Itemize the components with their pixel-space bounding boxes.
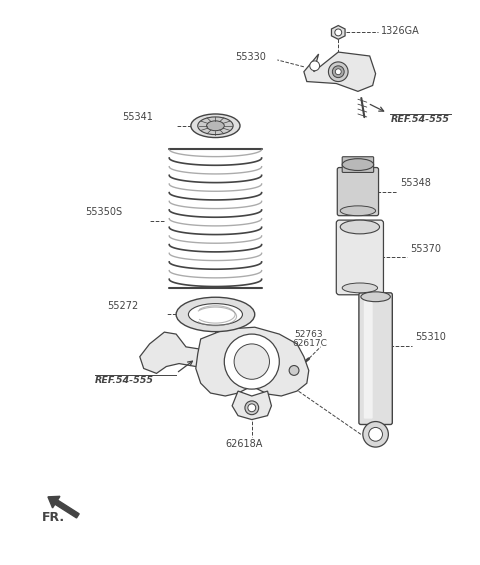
Polygon shape — [196, 327, 309, 396]
Text: 55370: 55370 — [410, 244, 441, 254]
Circle shape — [310, 61, 320, 71]
Text: 55341: 55341 — [122, 112, 153, 122]
Ellipse shape — [191, 114, 240, 137]
Text: 55350S: 55350S — [85, 207, 122, 217]
Circle shape — [245, 401, 259, 415]
Circle shape — [224, 334, 279, 389]
FancyArrow shape — [48, 496, 79, 518]
Text: 55272: 55272 — [108, 301, 139, 311]
FancyBboxPatch shape — [359, 293, 392, 424]
FancyArrowPatch shape — [361, 98, 364, 117]
Ellipse shape — [176, 297, 255, 332]
Circle shape — [332, 66, 344, 77]
Circle shape — [369, 428, 383, 441]
Circle shape — [363, 421, 388, 447]
Text: 62617C: 62617C — [292, 339, 327, 348]
Ellipse shape — [198, 117, 233, 134]
Circle shape — [328, 62, 348, 81]
Ellipse shape — [342, 159, 373, 171]
Ellipse shape — [361, 292, 390, 302]
Text: 62618A: 62618A — [225, 439, 263, 449]
Ellipse shape — [340, 220, 380, 234]
Circle shape — [336, 69, 341, 75]
Circle shape — [335, 29, 342, 36]
Text: REF.54-555: REF.54-555 — [390, 115, 449, 124]
FancyBboxPatch shape — [337, 168, 379, 216]
Polygon shape — [304, 52, 376, 92]
Polygon shape — [232, 391, 272, 420]
Text: 55330: 55330 — [235, 52, 266, 62]
Circle shape — [248, 404, 256, 412]
Text: 55348: 55348 — [400, 177, 431, 188]
FancyBboxPatch shape — [336, 220, 384, 295]
Ellipse shape — [206, 121, 224, 131]
Text: FR.: FR. — [41, 511, 65, 524]
Text: 55310: 55310 — [415, 332, 446, 342]
Polygon shape — [140, 332, 216, 373]
Ellipse shape — [340, 206, 376, 216]
Text: 52763: 52763 — [294, 330, 323, 339]
Text: 1326GA: 1326GA — [381, 27, 419, 36]
Circle shape — [289, 366, 299, 375]
Text: REF.54-555: REF.54-555 — [95, 376, 154, 385]
Circle shape — [234, 344, 269, 379]
Ellipse shape — [342, 283, 378, 293]
Polygon shape — [332, 25, 345, 40]
Ellipse shape — [189, 303, 242, 325]
FancyBboxPatch shape — [342, 157, 373, 172]
FancyBboxPatch shape — [364, 299, 372, 419]
